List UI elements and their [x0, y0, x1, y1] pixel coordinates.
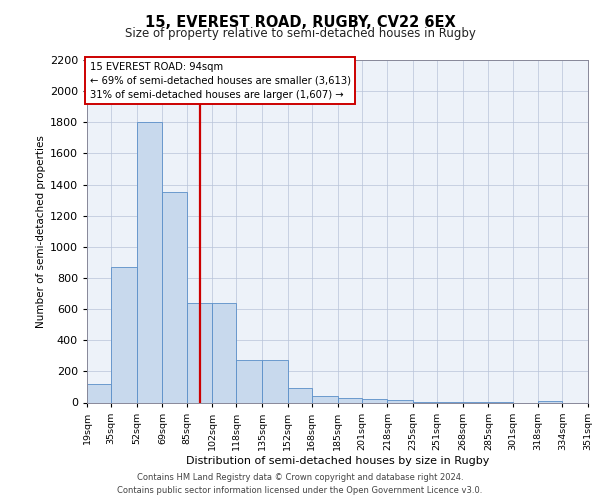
- Bar: [87, 384, 111, 402]
- Bar: [387, 400, 413, 402]
- Bar: [212, 303, 236, 402]
- Bar: [362, 400, 387, 402]
- Bar: [137, 122, 163, 402]
- Bar: [288, 388, 312, 402]
- Bar: [187, 303, 212, 402]
- Y-axis label: Number of semi-detached properties: Number of semi-detached properties: [35, 135, 46, 328]
- Text: Contains HM Land Registry data © Crown copyright and database right 2024.
Contai: Contains HM Land Registry data © Crown c…: [118, 473, 482, 495]
- Bar: [236, 360, 262, 403]
- Bar: [337, 398, 362, 402]
- Bar: [111, 267, 137, 402]
- Bar: [538, 400, 562, 402]
- Text: 15 EVEREST ROAD: 94sqm
← 69% of semi-detached houses are smaller (3,613)
31% of : 15 EVEREST ROAD: 94sqm ← 69% of semi-det…: [89, 62, 350, 100]
- Bar: [312, 396, 337, 402]
- Text: 15, EVEREST ROAD, RUGBY, CV22 6EX: 15, EVEREST ROAD, RUGBY, CV22 6EX: [145, 15, 455, 30]
- Bar: [262, 360, 288, 403]
- X-axis label: Distribution of semi-detached houses by size in Rugby: Distribution of semi-detached houses by …: [186, 456, 489, 466]
- Bar: [163, 192, 187, 402]
- Text: Size of property relative to semi-detached houses in Rugby: Size of property relative to semi-detach…: [125, 27, 475, 40]
